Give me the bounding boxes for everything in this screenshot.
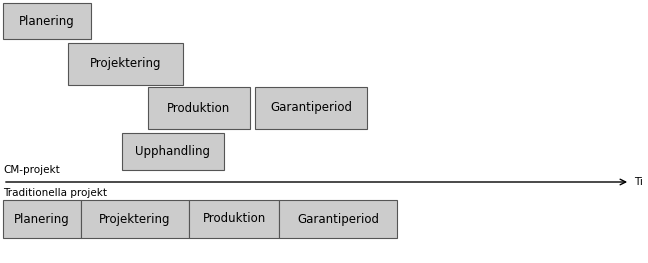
Text: Produktion: Produktion <box>167 102 231 114</box>
Text: Upphandling: Upphandling <box>135 145 211 158</box>
Bar <box>148 87 250 129</box>
Text: Projektering: Projektering <box>99 213 171 225</box>
Text: Planering: Planering <box>14 213 70 225</box>
Bar <box>255 87 367 129</box>
Text: Ti: Ti <box>634 177 643 187</box>
Text: Traditionella projekt: Traditionella projekt <box>3 188 107 198</box>
Bar <box>68 43 183 85</box>
Text: Garantiperiod: Garantiperiod <box>297 213 379 225</box>
Bar <box>81 200 189 238</box>
Text: Garantiperiod: Garantiperiod <box>270 102 352 114</box>
Text: Projektering: Projektering <box>90 58 161 70</box>
Bar <box>189 200 279 238</box>
Bar <box>3 200 81 238</box>
Text: Planering: Planering <box>19 14 75 28</box>
Bar <box>279 200 397 238</box>
Bar <box>122 133 224 170</box>
Text: Produktion: Produktion <box>202 213 266 225</box>
Text: CM-projekt: CM-projekt <box>3 165 60 175</box>
Bar <box>3 3 91 39</box>
